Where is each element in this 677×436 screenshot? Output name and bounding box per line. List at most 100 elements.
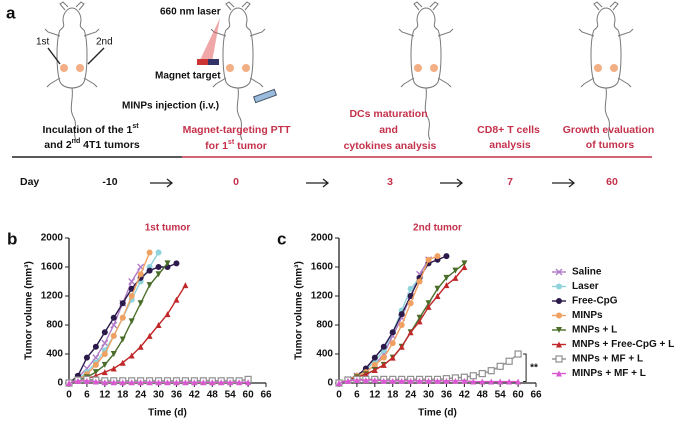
marker [362, 377, 369, 384]
marker [128, 278, 136, 285]
marker [398, 322, 405, 328]
marker [128, 318, 135, 325]
y-tick-label: 1200 [311, 291, 334, 302]
x-tick-label: 18 [387, 390, 399, 401]
x-tick-label: 60 [243, 390, 255, 401]
x-tick-label: 42 [459, 390, 471, 401]
series-line [68, 252, 151, 384]
magnet-label: Magnet target [155, 71, 221, 82]
marker [434, 285, 441, 292]
marker [200, 379, 207, 386]
marker [164, 379, 171, 386]
marker [137, 343, 144, 350]
y-tick-label: 2000 [311, 233, 334, 244]
marker [110, 351, 117, 357]
marker [443, 377, 450, 384]
x-tick-label: 18 [117, 390, 129, 401]
arrows [150, 178, 576, 188]
marker [371, 366, 378, 373]
legend-label: MNPs + L [572, 325, 617, 336]
chart-title: 1st tumor [145, 223, 191, 234]
marker [425, 303, 432, 310]
legend-label: Laser [572, 281, 599, 292]
marker [128, 352, 135, 359]
marker [407, 329, 414, 336]
marker [137, 271, 144, 278]
marker [425, 256, 432, 263]
legend-label: MNPs + MF + L [572, 354, 643, 365]
marker [425, 377, 432, 384]
marker [146, 267, 153, 274]
marker [478, 369, 486, 378]
marker [497, 378, 504, 385]
marker [505, 357, 513, 365]
marker [336, 380, 342, 386]
x-tick-label: 48 [207, 390, 219, 401]
marker [398, 311, 405, 318]
marker [146, 249, 153, 256]
panel-label: c [277, 229, 286, 248]
marker [146, 282, 153, 289]
marker [182, 282, 189, 289]
marker [236, 379, 243, 386]
marker [452, 377, 459, 384]
marker [452, 267, 459, 274]
legend-label: Free-CpG [572, 296, 618, 307]
marker [173, 379, 180, 386]
marker [416, 377, 423, 384]
day: 60 [606, 176, 618, 188]
marker [515, 378, 522, 385]
step-label: DCs maturation and cytokines analysis [344, 108, 437, 152]
marker [479, 378, 486, 385]
marker [488, 378, 495, 385]
marker [416, 318, 423, 325]
x-tick-label: 60 [513, 390, 525, 401]
y-tick-label: 2000 [41, 233, 64, 244]
marker [380, 361, 387, 368]
x-tick-label: 6 [354, 390, 360, 401]
day-label: Day [20, 176, 39, 188]
marker [425, 300, 432, 307]
marker [119, 300, 126, 307]
marker [398, 343, 405, 350]
x-axis-label: Time (d) [148, 408, 187, 419]
marker [416, 314, 423, 321]
legend-label: MINPs [572, 310, 603, 321]
marker [556, 298, 562, 304]
marker [101, 339, 109, 347]
marker [407, 300, 414, 307]
marker [128, 285, 135, 292]
marker [434, 293, 441, 299]
marker [101, 329, 108, 336]
marker [128, 293, 135, 299]
x-tick-label: 42 [189, 390, 201, 401]
injection-label: MINPs injection (i.v.) [122, 101, 219, 112]
marker [556, 283, 562, 290]
series-line [338, 255, 447, 384]
marker [245, 379, 252, 386]
marker [218, 379, 225, 386]
y-tick-label: 1600 [311, 262, 334, 273]
marker [380, 354, 387, 361]
y-axis-label: Tumor volume (mm³) [294, 261, 305, 360]
series-line [338, 255, 438, 384]
marker [514, 350, 522, 358]
marker [556, 341, 562, 348]
x-tick-label: 24 [135, 390, 147, 401]
marker [461, 377, 468, 384]
arrow [47, 47, 105, 65]
step-label: Inculation of the 1st and 2nd 4T1 tumors [43, 120, 142, 151]
x-tick-label: 30 [423, 390, 435, 401]
marker [110, 314, 117, 321]
marker [137, 300, 144, 307]
day: 7 [507, 176, 513, 188]
marker [556, 370, 562, 377]
y-tick-label: 0 [327, 378, 333, 389]
marker [470, 378, 477, 385]
tumor-label: 1st [36, 37, 50, 48]
marker [416, 278, 423, 285]
marker [128, 379, 135, 386]
x-tick-label: 12 [369, 390, 381, 401]
marker [407, 293, 414, 299]
